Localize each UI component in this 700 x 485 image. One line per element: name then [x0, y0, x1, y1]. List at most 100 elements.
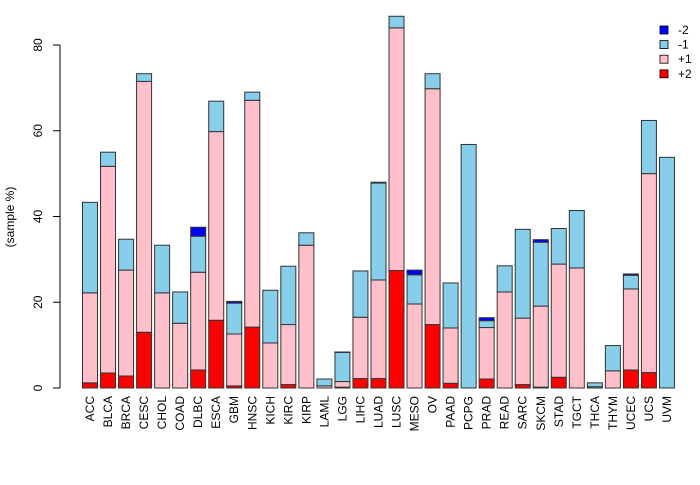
bar-segment-GBM-+1: [227, 334, 242, 386]
bar-segment-LGG-+1: [335, 382, 350, 388]
bar-segment-STAD-+2: [551, 377, 566, 388]
bar-segment-DLBC--1: [191, 236, 206, 272]
bar-segment-ACC-+2: [83, 383, 98, 388]
bar-segment-UVM--1: [659, 157, 674, 388]
bar-segment-GBM--2: [227, 301, 242, 303]
bar-segment-LUSC--1: [389, 16, 404, 28]
legend-label: -1: [678, 38, 689, 52]
legend-swatch: [660, 26, 668, 34]
bar-segment-KICH-+1: [263, 343, 278, 388]
x-tick-label: UCEC: [624, 396, 638, 430]
x-tick-label: HNSC: [245, 396, 259, 430]
bar-segment-HNSC--1: [245, 92, 260, 100]
bar-segment-SARC-+1: [515, 318, 530, 384]
bar-segment-UCS--1: [641, 120, 656, 173]
bar-segment-BLCA-+1: [101, 166, 116, 373]
bar-segment-LIHC-+1: [353, 317, 368, 378]
bar-segment-UCEC--2: [623, 274, 638, 275]
bar-segment-KICH--1: [263, 290, 278, 343]
bar-segment-LAML--1: [317, 379, 332, 386]
bar-segment-DLBC-+1: [191, 272, 206, 370]
x-tick-label: LAML: [317, 396, 331, 428]
legend-label: +2: [678, 67, 692, 81]
x-tick-label: LGG: [335, 396, 349, 421]
bar-segment-TGCT-+1: [569, 268, 584, 388]
x-tick-label: COAD: [173, 396, 187, 431]
y-tick-label: 40: [31, 210, 45, 224]
y-tick-label: 0: [31, 384, 45, 391]
bar-segment-SKCM--2: [533, 240, 548, 243]
bar-segment-PRAD--2: [479, 318, 494, 321]
bar-segment-HNSC-+2: [245, 327, 260, 388]
bar-segment-COAD--1: [173, 292, 188, 323]
bar-segment-UCEC--1: [623, 275, 638, 289]
bar-segment-THYM-+1: [605, 371, 620, 388]
bar-segment-BLCA-+2: [101, 373, 116, 388]
bar-segment-CESC-+2: [137, 332, 152, 388]
bar-segment-STAD-+1: [551, 264, 566, 377]
x-tick-label: UCS: [642, 396, 656, 421]
bar-segment-KIRC--1: [281, 266, 296, 324]
bar-segment-LIHC--1: [353, 271, 368, 317]
bar-segment-PCPG--1: [461, 144, 476, 388]
bar-segment-ESCA--1: [209, 101, 224, 131]
bar-segment-BRCA-+1: [119, 270, 134, 376]
x-tick-label: BLCA: [101, 396, 115, 427]
x-tick-label: LUSC: [390, 396, 404, 428]
x-tick-label: GBM: [227, 396, 241, 423]
bar-segment-THCA--1: [587, 383, 602, 387]
x-tick-label: PCPG: [462, 396, 476, 430]
y-tick-label: 60: [31, 124, 45, 138]
bar-segment-SARC--1: [515, 229, 530, 318]
x-tick-label: SARC: [516, 396, 530, 430]
bar-segment-LUSC-+2: [389, 271, 404, 388]
x-tick-label: CHOL: [155, 396, 169, 430]
bar-segment-BRCA--1: [119, 239, 134, 270]
bar-segment-READ--1: [497, 266, 512, 292]
bar-segment-CESC-+1: [137, 81, 152, 332]
x-tick-label: KIRC: [281, 396, 295, 425]
x-tick-label: ACC: [83, 396, 97, 422]
y-tick-label: 20: [31, 295, 45, 309]
bar-segment-OV--1: [425, 74, 440, 89]
bar-segment-UCS-+1: [641, 174, 656, 373]
x-tick-label: LUAD: [371, 396, 385, 428]
bar-segment-ESCA-+1: [209, 132, 224, 321]
bar-segment-ACC-+1: [83, 293, 98, 383]
bar-segment-LIHC-+2: [353, 379, 368, 388]
x-tick-label: SKCM: [534, 396, 548, 431]
bar-segment-CHOL--1: [155, 245, 170, 293]
bar-segment-MESO--1: [407, 275, 422, 304]
y-axis-label: (sample %): [3, 187, 17, 248]
x-tick-label: STAD: [552, 396, 566, 427]
legend-swatch: [660, 41, 668, 49]
bar-segment-PAAD-+1: [443, 328, 458, 383]
bar-segment-KIRC-+1: [281, 325, 296, 385]
x-tick-label: UVM: [660, 396, 674, 423]
bar-segment-SKCM--1: [533, 242, 548, 306]
bar-segment-CHOL-+1: [155, 293, 170, 388]
legend-swatch: [660, 55, 668, 63]
x-tick-label: READ: [498, 396, 512, 430]
y-tick-label: 80: [31, 38, 45, 52]
bar-segment-OV-+1: [425, 89, 440, 325]
x-tick-label: DLBC: [191, 396, 205, 428]
bar-segment-HNSC-+1: [245, 100, 260, 327]
bar-segment-DLBC-+2: [191, 370, 206, 388]
bar-segment-ESCA-+2: [209, 320, 224, 388]
x-tick-label: THCA: [588, 396, 602, 429]
bar-segment-KIRC-+2: [281, 385, 296, 388]
x-tick-label: ESCA: [209, 396, 223, 429]
bar-segment-UCEC-+1: [623, 289, 638, 370]
bar-segment-READ-+1: [497, 292, 512, 388]
bar-segment-PAAD-+2: [443, 383, 458, 388]
legend-label: +1: [678, 52, 692, 66]
bar-segment-CESC--1: [137, 74, 152, 82]
bar-segment-LUAD--2: [371, 182, 386, 183]
legend-label: -2: [678, 23, 689, 37]
x-tick-label: LIHC: [353, 396, 367, 424]
bar-segment-LUAD-+2: [371, 379, 386, 388]
x-tick-label: PRAD: [480, 396, 494, 430]
